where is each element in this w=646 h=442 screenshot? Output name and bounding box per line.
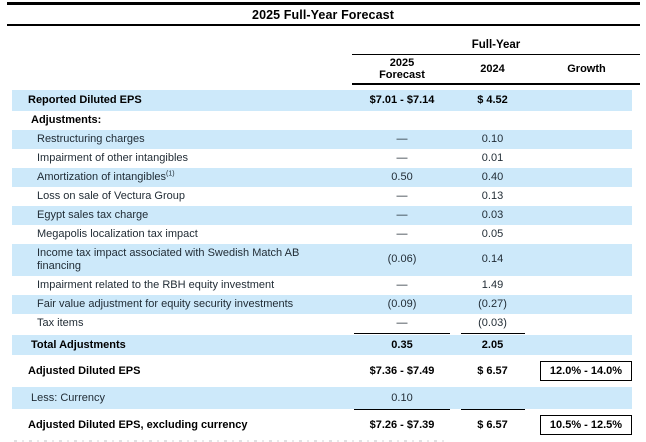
row-label: Impairment related to the RBH equity inv…	[37, 279, 275, 291]
subtotal-rule	[12, 332, 632, 335]
value-2025-forecast: —	[396, 152, 408, 164]
table-row-fair-value-adjustment: Fair value adjustment for equity securit…	[12, 294, 632, 314]
column-header-2025-forecast: 2025 Forecast	[379, 56, 425, 81]
row-label: Fair value adjustment for equity securit…	[37, 298, 294, 310]
growth-range-box: 10.5% - 12.5%	[540, 414, 632, 435]
column-header-2024: 2024	[480, 62, 505, 75]
table-row-egypt-sales-tax: Egypt sales tax charge — 0.03	[12, 205, 632, 225]
value-2024: 0.05	[481, 228, 504, 240]
value-2025-forecast: —	[396, 228, 408, 240]
table-row-total-adjustments: Total Adjustments 0.35 2.05	[12, 334, 632, 355]
row-label: Tax items	[37, 317, 84, 329]
table-row-megapolis-localization-tax: Megapolis localization tax impact — 0.05	[12, 225, 632, 244]
growth-range-box: 12.0% - 14.0%	[540, 360, 632, 381]
value-2024: 2.05	[481, 338, 504, 351]
value-2025-forecast: —	[396, 133, 408, 145]
value-2025-forecast: (0.09)	[387, 298, 417, 310]
value-2025-forecast: 0.10	[391, 391, 413, 404]
value-2024: 0.10	[481, 133, 504, 145]
value-2024: (0.03)	[478, 317, 507, 329]
value-2025-forecast: 0.35	[391, 338, 413, 351]
row-label: Income tax impact associated with Swedis…	[37, 246, 300, 272]
value-2024: $ 6.57	[477, 364, 508, 377]
row-label: Loss on sale of Vectura Group	[37, 190, 185, 202]
table-header: Full-Year 2025 Forecast 2024 Growth	[0, 39, 646, 85]
subtotal-rule	[12, 408, 632, 411]
value-2024: 0.01	[481, 152, 504, 164]
fullyear-group-header: Full-Year	[352, 39, 640, 55]
value-2025-forecast: —	[396, 209, 408, 221]
row-label: Restructuring charges	[37, 133, 145, 145]
table-row-loss-on-sale-vectura: Loss on sale of Vectura Group — 0.13	[12, 187, 632, 206]
table-row-less-currency: Less: Currency 0.10	[12, 386, 632, 409]
column-header-group: Full-Year 2025 Forecast 2024 Growth	[352, 39, 640, 85]
value-2025-forecast: $7.01 - $7.14	[369, 94, 435, 106]
row-label: Adjusted Diluted EPS	[28, 364, 141, 377]
column-header-growth: Growth	[567, 62, 606, 75]
value-2025-forecast: 0.50	[391, 171, 413, 183]
value-growth: 10.5% - 12.5%	[533, 414, 632, 435]
value-2024: 1.49	[481, 279, 504, 291]
table-row-adjusted-diluted-eps: Adjusted Diluted EPS $7.36 - $7.49 $ 6.5…	[12, 358, 632, 384]
value-2024: $ 6.57	[477, 418, 508, 431]
table-row-rbh-equity-impairment: Impairment related to the RBH equity inv…	[12, 276, 632, 295]
value-2025-forecast: —	[396, 190, 408, 202]
value-growth: 12.0% - 14.0%	[533, 360, 632, 381]
clipped-footnote-sliver	[14, 439, 444, 442]
value-2025-forecast: —	[396, 279, 408, 291]
row-label: Egypt sales tax charge	[37, 209, 149, 221]
value-2025-forecast: —	[396, 317, 408, 329]
footnote-marker: (1)	[166, 170, 175, 178]
table-row-adjustments-heading: Adjustments:	[12, 111, 632, 130]
row-label: Reported Diluted EPS	[28, 94, 142, 106]
value-2024: (0.27)	[478, 298, 507, 310]
value-2025-forecast: $7.26 - $7.39	[369, 418, 435, 431]
table-row-restructuring-charges: Restructuring charges — 0.10	[12, 129, 632, 149]
value-2025-forecast: (0.06)	[387, 253, 417, 265]
row-label: Impairment of other intangibles	[37, 152, 189, 164]
row-label: Megapolis localization tax impact	[37, 228, 198, 240]
top-thick-rule	[7, 2, 640, 5]
title-underline-rule	[7, 24, 640, 26]
row-label: Total Adjustments	[31, 338, 126, 351]
table-row-adjusted-eps-excluding-currency: Adjusted Diluted EPS, excluding currency…	[12, 412, 632, 438]
value-2024: 0.03	[481, 209, 504, 221]
table-row-reported-diluted-eps: Reported Diluted EPS $7.01 - $7.14 $ 4.5…	[12, 89, 632, 111]
table-row-impairment-other-intangibles: Impairment of other intangibles — 0.01	[12, 149, 632, 168]
table-body: Reported Diluted EPS $7.01 - $7.14 $ 4.5…	[0, 89, 646, 438]
column-headers-row: 2025 Forecast 2024 Growth	[352, 55, 640, 85]
value-2025-forecast: $7.36 - $7.49	[369, 364, 435, 377]
value-2024: $ 4.52	[477, 94, 508, 106]
value-2024: 0.14	[481, 253, 504, 265]
row-label: Less: Currency	[31, 391, 105, 404]
table-row-amortization-of-intangibles: Amortization of intangibles(1) 0.50 0.40	[12, 167, 632, 187]
table-row-tax-items: Tax items — (0.03)	[12, 314, 632, 333]
value-2024: 0.40	[481, 171, 504, 183]
page-title: 2025 Full-Year Forecast	[252, 8, 394, 22]
row-label: Adjusted Diluted EPS, excluding currency	[28, 418, 248, 431]
row-label: Amortization of intangibles(1)	[37, 170, 175, 183]
table-row-swedish-match-financing: Income tax impact associated with Swedis…	[12, 243, 632, 276]
value-2024: 0.13	[481, 190, 504, 202]
row-label: Adjustments:	[31, 114, 102, 126]
